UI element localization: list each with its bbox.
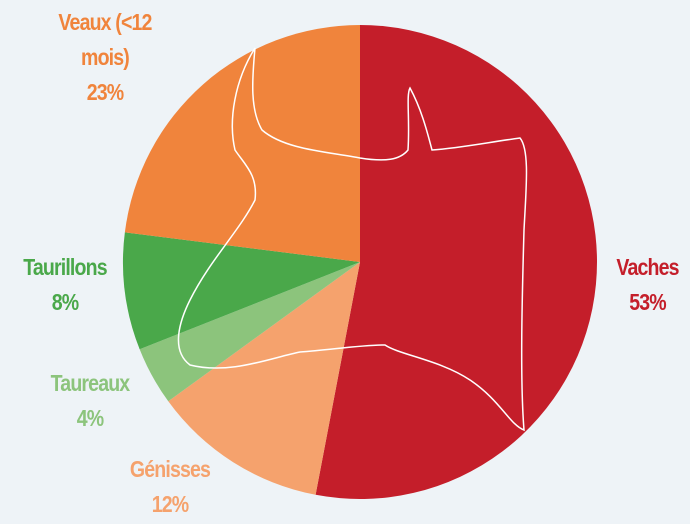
category-name: Taureaux	[39, 366, 141, 401]
pie-slice	[125, 25, 360, 262]
category-name: Veaux (<12 mois)	[54, 5, 156, 75]
page: (() => { const data = JSON.parse(documen…	[0, 0, 690, 524]
percent-label: 4%	[39, 401, 141, 436]
percent-label: 8%	[10, 285, 121, 320]
category-name: Vaches	[607, 250, 688, 285]
category-name: Taurillons	[10, 250, 121, 285]
pie	[123, 25, 597, 499]
percent-label: 53%	[607, 285, 688, 320]
percent-label: 23%	[54, 75, 156, 110]
percent-label: 12%	[119, 487, 221, 522]
category-name: Génisses	[119, 452, 221, 487]
slice-label: Veaux (<12 mois)23%	[54, 5, 156, 110]
